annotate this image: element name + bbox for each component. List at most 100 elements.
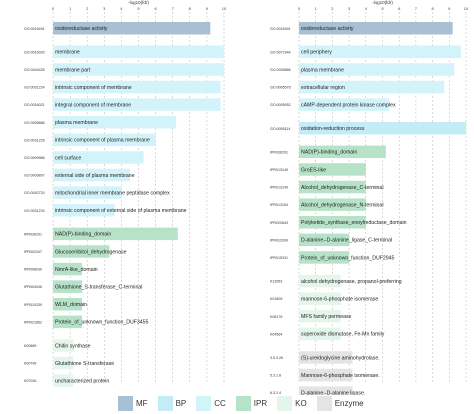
term-id-label: GO:0016491 bbox=[24, 27, 45, 31]
term-id-label: GO:0005886 bbox=[24, 121, 45, 125]
bar bbox=[299, 310, 341, 323]
x-tick-label: 2 bbox=[86, 6, 89, 11]
x-tick-label: 3 bbox=[348, 6, 351, 11]
term-description-label: Glutathione_S-transferase_C-terminal bbox=[55, 284, 142, 290]
term-id-label: GO:0005886 bbox=[270, 68, 291, 72]
term-description-label: external side of plasma membrane bbox=[55, 173, 135, 179]
term-id-label: GO:0031233 bbox=[24, 209, 45, 213]
term-description-label: GroES-like bbox=[301, 167, 326, 173]
bar bbox=[53, 339, 74, 352]
x-tick-label: 0 bbox=[52, 6, 55, 11]
term-id-label: K01809 bbox=[270, 297, 282, 301]
bar bbox=[53, 133, 156, 147]
term-description-label: WLM_domain bbox=[55, 302, 87, 308]
term-id-label: IPR002347 bbox=[24, 250, 42, 254]
term-id-label: GO:0005952 bbox=[270, 103, 291, 107]
term-id-label: GO:0042720 bbox=[24, 191, 45, 195]
bar bbox=[299, 386, 353, 395]
bar bbox=[53, 151, 144, 164]
bar bbox=[299, 216, 366, 229]
bar bbox=[299, 198, 366, 211]
bar bbox=[53, 204, 115, 217]
bar bbox=[53, 298, 83, 311]
x-tick-label: 9 bbox=[448, 6, 451, 11]
term-id-label: IPR021852 bbox=[24, 320, 42, 324]
x-tick-label: 5 bbox=[137, 6, 140, 11]
x-tick-label: 10 bbox=[222, 6, 227, 11]
bar bbox=[299, 45, 461, 59]
legend-swatch-enzyme bbox=[316, 395, 332, 411]
term-description-label: NmrA-like_domain bbox=[55, 267, 98, 273]
term-id-label: IPR020843 bbox=[270, 221, 288, 225]
term-description-label: NAD(P)-binding_domain bbox=[55, 232, 111, 238]
term-id-label: GO:0044425 bbox=[24, 68, 45, 72]
term-description-label: Glucose/ribitol_dehydrogenase bbox=[55, 249, 127, 255]
term-id-label: K00799 bbox=[24, 362, 36, 366]
term-id-label: 3.5.3.26 bbox=[270, 356, 283, 360]
term-id-label: GO:0071944 bbox=[270, 50, 291, 54]
term-description-label: mannose-6-phosphate isomerase bbox=[301, 296, 378, 302]
bar bbox=[53, 80, 221, 94]
term-description-label: cell periphery bbox=[301, 50, 332, 56]
term-id-label: IPR010339 bbox=[24, 303, 42, 307]
legend-label-cc: CC bbox=[214, 398, 226, 408]
term-description-label: D-alanine--D-alanine_ligase_C-terminal bbox=[301, 238, 392, 244]
term-id-label: IPR012099 bbox=[270, 238, 288, 242]
x-axis-title: -log10(fdr) bbox=[128, 0, 149, 5]
legend-swatch-bp bbox=[157, 395, 173, 411]
term-description-label: oxidoreductase activity bbox=[301, 26, 354, 32]
term-description-label: D-alanine--D-alanine ligase. bbox=[301, 390, 365, 395]
bar bbox=[299, 180, 366, 194]
bar bbox=[299, 327, 341, 341]
x-tick-label: 7 bbox=[172, 6, 175, 11]
term-description-label: Protein_of_unknown_function_DUF3455 bbox=[55, 320, 149, 326]
legend-swatch-cc bbox=[196, 395, 212, 411]
term-description-label: extracellular region bbox=[301, 85, 345, 91]
term-description-label: Polyketide_synthase_enoylreductase_domai… bbox=[301, 220, 407, 226]
term-description-label: integral component of membrane bbox=[55, 102, 131, 108]
legend-label-ipr: IPR bbox=[253, 398, 268, 408]
bar bbox=[299, 274, 341, 288]
term-description-label: cell surface bbox=[55, 155, 81, 161]
bar bbox=[299, 233, 350, 247]
term-description-label: oxidation-reduction process bbox=[301, 126, 365, 132]
term-description-label: Alcohol_dehydrogenase_C-terminal bbox=[301, 185, 383, 191]
bar bbox=[299, 251, 350, 264]
bar bbox=[53, 245, 110, 258]
term-id-label: GO:0031226 bbox=[24, 138, 45, 142]
term-id-label: IPR036291 bbox=[24, 232, 42, 236]
bar bbox=[299, 22, 453, 35]
term-description-label: superoxide dismutase, Fe-Mn family bbox=[301, 332, 385, 338]
legend-label-bp: BP bbox=[175, 398, 187, 408]
bar bbox=[53, 63, 224, 76]
bar bbox=[53, 98, 221, 111]
term-description-label: Alcohol_dehydrogenase_N-terminal bbox=[301, 202, 383, 208]
term-description-label: uncharacterized protein bbox=[55, 378, 109, 384]
legend: MF BP CC IPR KO Enzyme bbox=[118, 395, 374, 411]
bar bbox=[53, 374, 74, 387]
x-axis-title: -log10(fdr) bbox=[372, 0, 393, 5]
term-id-label: GO:0055114 bbox=[270, 127, 290, 131]
x-tick-label: 10 bbox=[464, 6, 469, 11]
term-id-label: 6.3.2.4 bbox=[270, 391, 281, 395]
term-id-label: K08176 bbox=[270, 315, 282, 319]
term-id-label: IPR036291 bbox=[270, 150, 288, 154]
term-id-label: IPR004046 bbox=[24, 285, 42, 289]
legend-item-mf: MF bbox=[118, 395, 148, 411]
term-description-label: alcohol dehydrogenase, propanol-preferri… bbox=[301, 279, 402, 285]
legend-label-mf: MF bbox=[136, 398, 148, 408]
term-id-label: K04564 bbox=[270, 332, 282, 336]
term-description-label: oxidoreductase activity bbox=[55, 26, 108, 32]
bar bbox=[53, 262, 83, 276]
term-id-label: GO:0016020 bbox=[24, 50, 45, 54]
term-id-label: GO:0005576 bbox=[270, 86, 291, 90]
bar bbox=[299, 163, 366, 176]
x-tick-label: 7 bbox=[415, 6, 418, 11]
x-tick-label: 6 bbox=[398, 6, 401, 11]
legend-label-enzyme: Enzyme bbox=[334, 398, 364, 408]
term-id-label: IPR015331 bbox=[270, 256, 288, 260]
term-description-label: mitochondrial inner membrane peptidase c… bbox=[55, 190, 170, 196]
legend-item-enzyme: Enzyme bbox=[316, 395, 364, 411]
bar bbox=[299, 292, 341, 305]
x-tick-label: 6 bbox=[154, 6, 157, 11]
